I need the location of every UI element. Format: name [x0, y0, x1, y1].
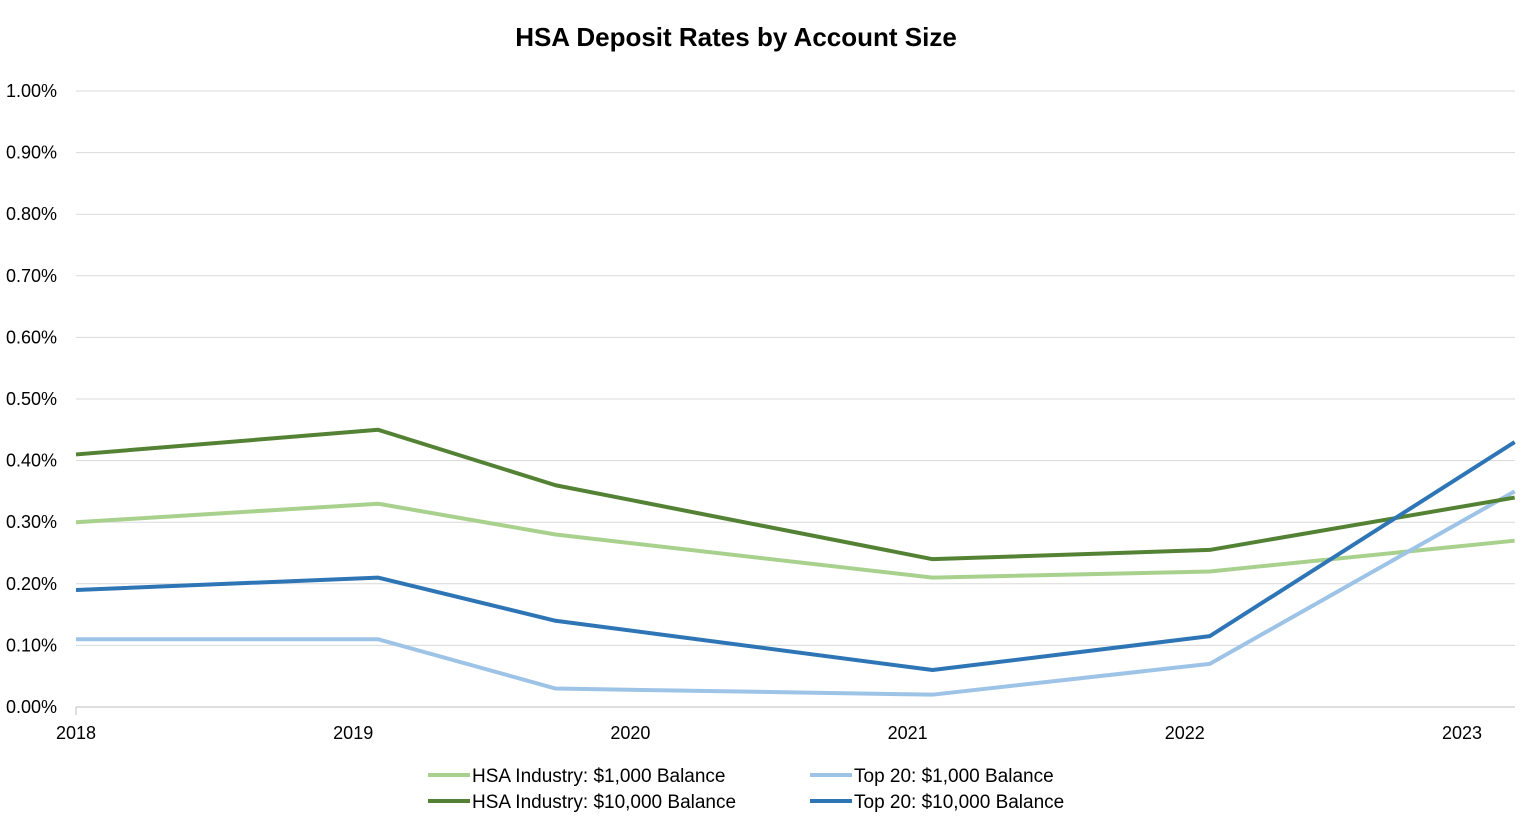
x-tick-label: 2020 [610, 723, 650, 743]
y-tick-label: 0.80% [6, 204, 57, 224]
y-tick-label: 0.60% [6, 327, 57, 347]
legend-label: HSA Industry: $1,000 Balance [472, 766, 726, 787]
y-tick-label: 0.10% [6, 635, 57, 655]
y-tick-label: 0.30% [6, 512, 57, 532]
x-tick-label: 2019 [333, 723, 373, 743]
series-lines [75, 427, 1516, 697]
legend-item: HSA Industry: $1,000 Balance [428, 766, 726, 787]
legend: HSA Industry: $1,000 Balance Top 20: $1,0… [428, 766, 1064, 813]
y-tick-label: 0.40% [6, 451, 57, 471]
y-tick-label: 0.00% [6, 697, 57, 717]
series-line-2 [75, 427, 1516, 562]
series-line-1 [76, 489, 1516, 697]
x-tick-label: 2022 [1165, 723, 1205, 743]
y-tick-label: 0.70% [6, 266, 57, 286]
y-tick-label: 0.20% [6, 574, 57, 594]
x-axis: 2018 2019 2020 2021 2022 2023 [56, 707, 1482, 743]
y-tick-label: 0.90% [6, 143, 57, 163]
x-tick-label: 2018 [56, 723, 96, 743]
legend-label: HSA Industry: $10,000 Balance [472, 792, 736, 813]
chart-title: HSA Deposit Rates by Account Size [515, 22, 957, 52]
y-tick-label: 0.50% [6, 389, 57, 409]
legend-label: Top 20: $10,000 Balance [854, 792, 1064, 813]
legend-item: Top 20: $10,000 Balance [810, 792, 1064, 813]
series-line-0 [75, 501, 1515, 580]
x-tick-label: 2023 [1442, 723, 1482, 743]
legend-item: HSA Industry: $10,000 Balance [428, 792, 736, 813]
y-axis: 0.00% 0.10% 0.20% 0.30% 0.40% 0.50% 0.60% 0.70%… [6, 81, 57, 717]
y-tick-label: 1.00% [6, 81, 57, 101]
x-tick-label: 2021 [888, 723, 928, 743]
legend-item: Top 20: $1,000 Balance [810, 766, 1054, 787]
legend-label: Top 20: $1,000 Balance [854, 766, 1054, 787]
series-line-3 [75, 440, 1516, 673]
gridlines [76, 90, 1515, 708]
